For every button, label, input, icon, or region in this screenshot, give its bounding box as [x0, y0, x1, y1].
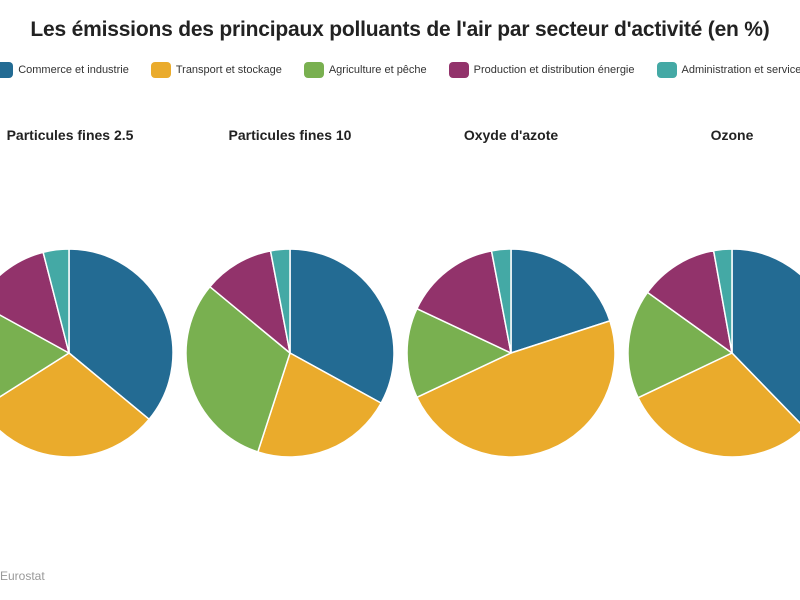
slice-nox-transport-stockage[interactable] [416, 320, 616, 458]
slice-pm10-transport-stockage[interactable] [257, 352, 382, 458]
slice-nox-administration-services[interactable] [490, 248, 512, 354]
legend-item-commerce-industrie[interactable]: Commerce et industrie [0, 62, 129, 78]
slice-pm10-commerce-industrie[interactable] [289, 248, 395, 404]
legend-item-administration-services[interactable]: Administration et services [656, 62, 800, 78]
legend-swatch-transport-stockage [150, 62, 171, 78]
slice-pm10-agriculture-peche[interactable] [185, 285, 291, 453]
slice-ozone-administration-services[interactable] [712, 248, 733, 354]
pie-ozone [627, 248, 800, 458]
legend-swatch-commerce-industrie [0, 62, 14, 78]
slice-pm25-administration-services[interactable] [42, 248, 70, 354]
slice-ozone-commerce-industrie[interactable] [731, 248, 800, 428]
slice-ozone-production-energie[interactable] [646, 249, 733, 354]
legend-item-agriculture-peche[interactable]: Agriculture et pêche [303, 62, 427, 78]
chart-title: Les émissions des principaux polluants d… [30, 18, 770, 41]
legend-item-production-energie[interactable]: Production et distribution énergie [448, 62, 635, 78]
pie-title-ozone: Ozone [710, 127, 754, 143]
legend-swatch-administration-services [656, 62, 677, 78]
pie-title-pm10: Particules fines 10 [228, 127, 352, 143]
legend-label-commerce-industrie: Commerce et industrie [18, 64, 129, 76]
slice-ozone-agriculture-peche[interactable] [627, 291, 733, 399]
slice-pm10-production-energie[interactable] [209, 250, 291, 354]
slice-nox-production-energie[interactable] [416, 250, 512, 354]
pie-nox [406, 248, 616, 458]
legend-swatch-production-energie [448, 62, 469, 78]
legend: Commerce et industrie Transport et stock… [0, 62, 800, 78]
legend-item-transport-stockage[interactable]: Transport et stockage [150, 62, 282, 78]
slice-pm25-transport-stockage[interactable] [0, 352, 150, 458]
legend-label-production-energie: Production et distribution énergie [473, 64, 635, 76]
slice-pm25-commerce-industrie[interactable] [68, 248, 174, 421]
pie-pm10 [185, 248, 395, 458]
pie-title-pm25: Particules fines 2.5 [6, 127, 134, 143]
pie-pm25 [0, 248, 174, 458]
legend-label-administration-services: Administration et services [681, 64, 800, 76]
slice-nox-commerce-industrie[interactable] [510, 248, 611, 354]
pie-title-nox: Oxyde d'azote [463, 127, 559, 143]
slice-pm25-agriculture-peche[interactable] [0, 303, 70, 409]
legend-label-agriculture-peche: Agriculture et pêche [328, 64, 427, 76]
slice-pm25-production-energie[interactable] [0, 251, 70, 354]
source-label: Eurostat [0, 569, 45, 583]
legend-swatch-agriculture-peche [303, 62, 324, 78]
slice-nox-agriculture-peche[interactable] [406, 307, 512, 399]
legend-label-transport-stockage: Transport et stockage [175, 64, 282, 76]
slice-pm10-administration-services[interactable] [269, 248, 291, 354]
